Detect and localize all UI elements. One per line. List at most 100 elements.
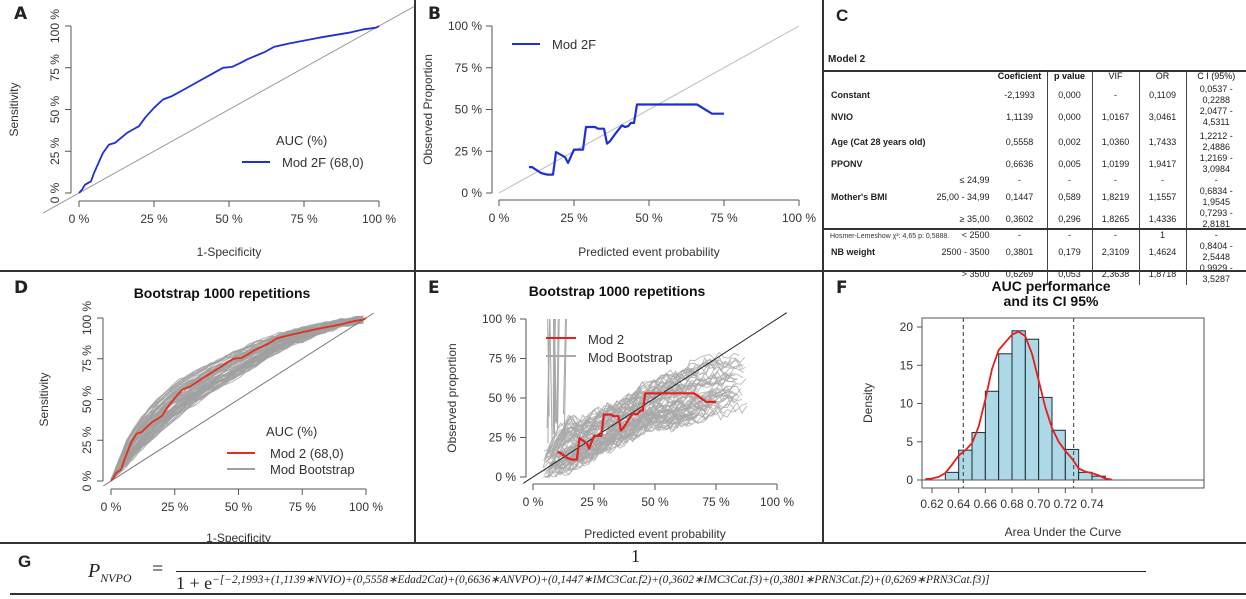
panel-f: F AUC performance and its CI 95% 0.62 0.64 0… xyxy=(824,272,1246,542)
panel-label-b: B xyxy=(428,4,441,24)
cell-vif: - xyxy=(1091,82,1140,106)
row-label: Age (Cat 28 years old) xyxy=(831,136,926,147)
model-table: Coeficient p value VIF OR C I (95%) Cons… xyxy=(828,71,1246,285)
legend-title: AUC (%) xyxy=(276,133,327,148)
y-tick-label: 75 % xyxy=(455,61,483,75)
row-sublabel xyxy=(929,82,993,106)
y-tick-label: 50 % xyxy=(48,95,62,123)
x-tick-label: 0 % xyxy=(523,495,544,509)
x-tick-label: 100 % xyxy=(362,212,396,226)
legend-label-mod-2: Mod 2 (68,0) xyxy=(270,446,344,461)
row-sublabel: 25,00 - 34,99 xyxy=(936,191,990,202)
cell-coef: - xyxy=(1018,230,1022,240)
histogram-bar xyxy=(944,471,960,481)
y-tick-label: 100 % xyxy=(482,312,516,326)
row-sublabel: ≥ 35,00 xyxy=(959,213,990,224)
cell-coef: 0,5558 xyxy=(1005,136,1034,147)
legend-title: AUC (%) xyxy=(266,424,317,439)
x-tick-label: 0.62 xyxy=(920,497,944,511)
x-tick-label: 75 % xyxy=(289,500,317,514)
cell-or: - xyxy=(1138,175,1187,186)
chart-title: Bootstrap 1000 repetitions xyxy=(529,283,706,299)
table-header-pvalue: p value xyxy=(1046,71,1093,82)
cell-or: 1,4336 xyxy=(1138,208,1187,230)
bootstrap-calibration-curve xyxy=(545,407,693,472)
x-tick-label: 75 % xyxy=(710,211,738,225)
bootstrap-spike xyxy=(556,318,559,425)
y-tick-label: 25 % xyxy=(80,426,94,454)
x-axis-label: Area Under the Curve xyxy=(1005,525,1122,539)
cell-vif: 1,8219 xyxy=(1091,186,1140,208)
cell-pvalue: 0,000 xyxy=(1046,106,1093,128)
histogram-bar xyxy=(1051,429,1066,481)
y-axis-label: Observed Proportion xyxy=(421,54,435,165)
reference-diagonal xyxy=(498,25,800,194)
y-tick-label: 75 % xyxy=(489,352,517,366)
formula-fraction-bar xyxy=(176,571,1146,572)
cell-coef: 0,1447 xyxy=(1005,191,1034,202)
table-row: NB weight 2500 - 3500 0,3801 0,179 2,3109 1,4… xyxy=(828,241,1246,263)
row-label: NVIO xyxy=(831,111,854,122)
legend-label-mod-2: Mod 2 xyxy=(588,332,624,347)
x-tick-label: 75 % xyxy=(290,212,318,226)
cell-coef: 0,3602 xyxy=(1005,213,1034,224)
chart-title: AUC performance xyxy=(991,278,1110,294)
reference-diagonal xyxy=(522,312,788,484)
cell-coef: 0,6636 xyxy=(1005,158,1034,169)
histogram-bar xyxy=(984,390,1000,481)
y-tick-label: 0 % xyxy=(80,470,94,491)
table-row: Mother's BMI 25,00 - 34,99 0,1447 0,589 1,82… xyxy=(828,186,1246,208)
x-tick-label: 0 % xyxy=(101,500,122,514)
x-axis-label: Predicted event probability xyxy=(584,527,725,541)
panel-label-e: E xyxy=(428,278,440,298)
row-sublabel: < 2500 xyxy=(961,230,990,240)
chart-title: Bootstrap 1000 repetitions xyxy=(134,285,311,301)
table-header-or: OR xyxy=(1138,71,1187,82)
formula-sub: NVPO xyxy=(100,571,132,585)
cell-pvalue: - xyxy=(1046,230,1093,241)
table-top-rule xyxy=(824,70,1246,72)
x-tick-label: 50 % xyxy=(635,211,663,225)
cell-or: 3,0461 xyxy=(1138,106,1187,128)
cell-ci: 1,2169 - 3,0984 xyxy=(1185,153,1246,175)
row-sublabel: 2500 - 3500 xyxy=(941,246,990,257)
formula-denominator-base: 1 + e xyxy=(176,573,213,593)
x-tick-label: 100 % xyxy=(782,211,816,225)
cell-vif: 1,8265 xyxy=(1091,208,1140,230)
row-label: PPONV xyxy=(831,158,863,169)
y-tick-label: 25 % xyxy=(48,137,62,165)
histogram-bar xyxy=(1011,330,1026,481)
cell-vif: 1,0167 xyxy=(1091,106,1140,128)
cell-or: 1,9417 xyxy=(1138,153,1187,175)
cell-coef: -2,1993 xyxy=(1004,89,1035,100)
formula-exponent: −[−2,1993+(1,1139∗NVIO)+(0,5558∗Edad2Cat… xyxy=(212,574,990,586)
reference-diagonal xyxy=(42,5,414,214)
histogram-bar xyxy=(998,353,1013,481)
y-tick-label: 25 % xyxy=(489,431,517,445)
cell-ci: 0,0537 - 0,2288 xyxy=(1185,82,1246,106)
bootstrap-spike xyxy=(562,318,567,415)
x-tick-label: 0.68 xyxy=(1000,497,1024,511)
y-tick-label: 0 xyxy=(906,473,913,487)
y-tick-label: 10 xyxy=(900,397,914,411)
calibration-curve-mod-2 xyxy=(557,392,716,461)
row-label xyxy=(828,175,929,186)
table-header-label xyxy=(828,71,929,82)
cell-ci: 0,7293 - 2,8181 xyxy=(1185,208,1246,230)
x-tick-label: 50 % xyxy=(225,500,253,514)
formula-p: P xyxy=(88,560,101,582)
bootstrap-roc-curve xyxy=(110,315,364,481)
x-axis-label: Predicted event probability xyxy=(578,245,719,259)
cell-or: 1,8718 xyxy=(1138,263,1187,285)
calibration-chart-b: 0 % 25 % 50 % 75 % 100 % 0 % 25 % 50 % 75 % 100 %… xyxy=(421,19,816,259)
y-tick-label: 75 % xyxy=(80,345,94,373)
y-tick-label: 75 % xyxy=(48,54,62,82)
cell-or: 1 xyxy=(1138,230,1187,241)
x-tick-label: 0.66 xyxy=(974,497,998,511)
x-tick-label: 0.74 xyxy=(1080,497,1104,511)
table-bottom-rule xyxy=(824,228,1246,230)
cell-pvalue: 0,005 xyxy=(1046,153,1093,175)
bootstrap-calibration-chart-e: Bootstrap 1000 repetitions 0 % 25 % 50 % 75 … xyxy=(445,283,794,541)
formula-lhs: PNVPO xyxy=(88,560,132,586)
panel-a: A 0 % 25 % 50 % 75 % 100 % 0 % 25 % 50 % 75 % 100… xyxy=(0,0,414,270)
